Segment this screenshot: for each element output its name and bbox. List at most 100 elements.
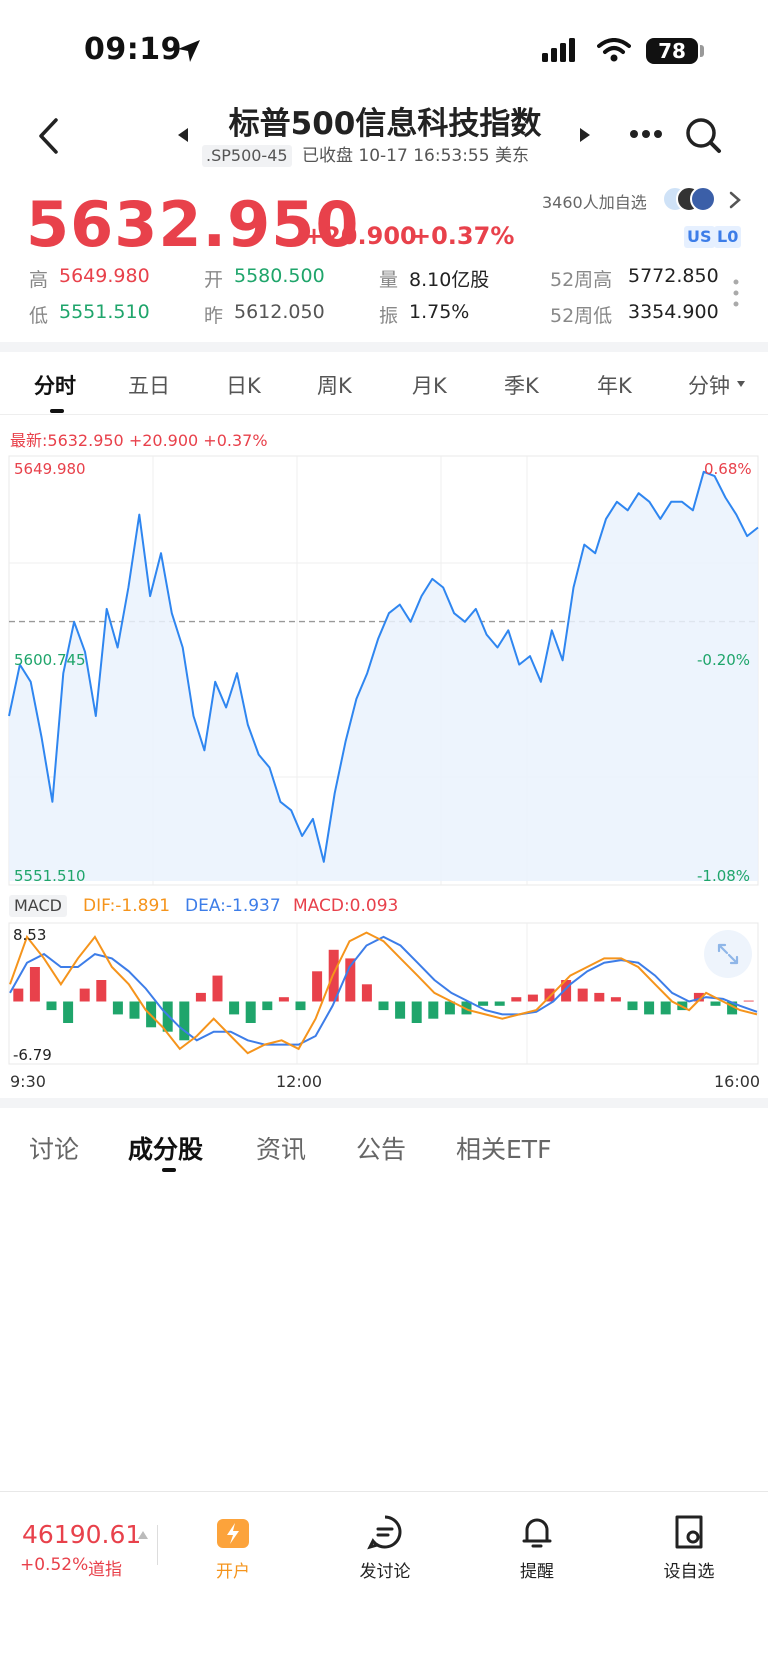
macd-bar (561, 980, 572, 1002)
macd-bar (79, 988, 90, 1002)
stat-label-prev-close: 昨 (204, 305, 224, 327)
macd-y-high: 8.53 (13, 926, 47, 944)
y-label-low: 5551.510 (14, 867, 86, 885)
macd-bar (179, 1001, 190, 1041)
chevron-right-icon[interactable] (728, 190, 742, 210)
fullscreen-button[interactable] (704, 930, 752, 978)
tab-minute[interactable]: 分钟 (688, 374, 730, 398)
price-line (8, 470, 759, 863)
dow-index-change: +0.52% (20, 1555, 89, 1575)
latest-quote-line: 最新:5632.950 +20.900 +0.37% (10, 431, 268, 450)
stat-label-low: 低 (29, 305, 49, 327)
tab-weekly-k[interactable]: 周K (317, 374, 352, 398)
watchlist-settings-button[interactable]: 设自选 (634, 1502, 744, 1582)
macd-bar (195, 992, 206, 1002)
battery-indicator: 78 (646, 38, 698, 64)
macd-bar (544, 988, 555, 1002)
sub-tab-news[interactable]: 资讯 (256, 1135, 307, 1164)
macd-chart[interactable] (0, 922, 768, 1066)
bottom-bar-divider (0, 1491, 768, 1492)
watcher-avatars[interactable] (660, 184, 718, 214)
open-account-button[interactable]: 开户 (178, 1502, 288, 1582)
stat-label-open: 开 (204, 269, 224, 291)
intraday-chart[interactable] (0, 455, 768, 887)
back-arrow-icon[interactable] (36, 116, 62, 156)
macd-bar (693, 992, 704, 1002)
macd-bar (112, 1001, 123, 1015)
bell-icon (522, 1518, 552, 1548)
last-price: 5632.950 (26, 188, 360, 261)
dif-line (9, 931, 758, 1055)
macd-bar (328, 949, 339, 1002)
section-divider (0, 1098, 768, 1108)
macd-bar (212, 975, 223, 1002)
stat-value-prev-close: 5612.050 (234, 301, 325, 323)
expand-icon (717, 943, 739, 965)
macd-bar (245, 1001, 256, 1023)
macd-bar (278, 997, 289, 1002)
macd-bar (727, 1001, 738, 1015)
pct-label-low: -1.08% (697, 867, 751, 885)
stat-value-52w-low: 3354.900 (628, 301, 719, 323)
sub-tab-constituents[interactable]: 成分股 (128, 1135, 204, 1164)
tab-five-day[interactable]: 五日 (128, 374, 170, 398)
macd-bar (494, 1001, 505, 1006)
watchlist-gear-icon (675, 1515, 703, 1549)
macd-bar (295, 1001, 306, 1011)
index-code: .SP500-45 (202, 145, 292, 167)
macd-bar (378, 1001, 389, 1011)
search-icon[interactable] (684, 116, 724, 156)
y-label-mid: 5600.745 (14, 651, 86, 669)
tab-monthly-k[interactable]: 月K (412, 374, 447, 398)
expand-stats-icon[interactable] (732, 278, 740, 308)
location-arrow-icon (178, 40, 200, 62)
sub-tab-related-etf[interactable]: 相关ETF (456, 1135, 552, 1164)
more-icon[interactable] (628, 128, 664, 140)
tab-yearly-k[interactable]: 年K (597, 374, 632, 398)
stat-label-amplitude: 振 (379, 305, 399, 327)
macd-bar (395, 1001, 406, 1019)
market-session: 已收盘 10-17 16:53:55 美东 (302, 146, 529, 166)
market-tag-us: US (684, 226, 715, 248)
price-change-pct: +0.37% (411, 222, 515, 250)
tab-intraday[interactable]: 分时 (34, 374, 76, 398)
macd-indicator-badge[interactable]: MACD (9, 895, 67, 917)
macd-y-low: -6.79 (13, 1046, 52, 1064)
macd-histogram (13, 949, 754, 1041)
caret-down-icon[interactable] (736, 380, 746, 388)
macd-bar (29, 967, 40, 1002)
macd-bar (229, 1001, 240, 1015)
battery-tip (700, 45, 704, 57)
up-triangle-icon (138, 1531, 148, 1539)
alert-button[interactable]: 提醒 (482, 1502, 592, 1582)
prev-index-icon[interactable] (176, 126, 190, 144)
tab-quarterly-k[interactable]: 季K (504, 374, 539, 398)
macd-bar (710, 1001, 721, 1006)
macd-bar (96, 980, 107, 1002)
sub-tab-announcements[interactable]: 公告 (356, 1135, 407, 1164)
macd-bar (13, 988, 24, 1002)
pct-label-high: 0.68% (704, 460, 752, 478)
macd-bar (577, 988, 588, 1002)
macd-bar (162, 1001, 173, 1032)
macd-bar (129, 1001, 140, 1019)
macd-dea-value: DEA:-1.937 (185, 896, 281, 916)
time-axis-start: 9:30 (10, 1072, 46, 1091)
watchers-count[interactable]: 3460人加自选 (542, 193, 647, 212)
price-change: +20.900 (304, 222, 417, 250)
time-axis-end: 16:00 (714, 1072, 761, 1091)
post-discussion-button[interactable]: 发讨论 (330, 1502, 440, 1582)
cellular-signal-icon (542, 38, 575, 62)
dea-line (9, 935, 758, 1046)
wifi-icon (597, 38, 631, 62)
next-index-icon[interactable] (578, 126, 592, 144)
macd-bar (478, 1001, 489, 1006)
tab-divider (0, 414, 768, 415)
macd-bar (46, 1001, 57, 1011)
macd-dif-value: DIF:-1.891 (83, 896, 171, 916)
sub-tab-discussion[interactable]: 讨论 (29, 1135, 80, 1164)
y-label-high: 5649.980 (14, 460, 86, 478)
dow-ticker[interactable]: 46190.61 +0.52% 道指 (0, 1492, 160, 1592)
section-divider (0, 342, 768, 352)
tab-daily-k[interactable]: 日K (226, 374, 261, 398)
